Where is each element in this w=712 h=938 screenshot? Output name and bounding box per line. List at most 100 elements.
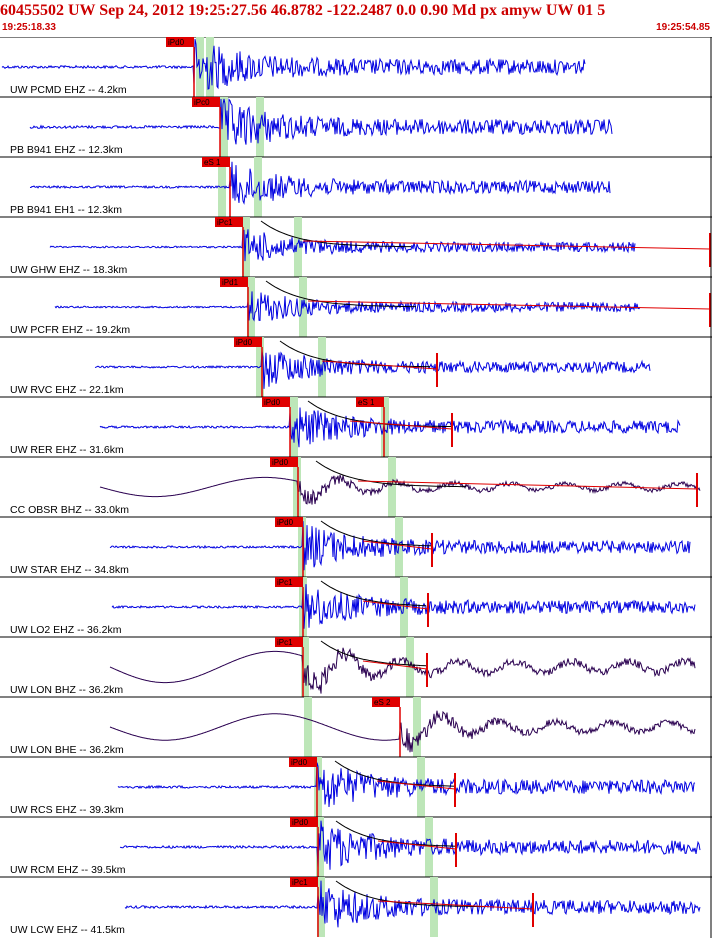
pick-flag[interactable] <box>290 817 318 827</box>
pick-label: iPd0 <box>236 338 253 347</box>
coda-curve <box>315 460 466 488</box>
trace-row[interactable]: iPc1 UW GHW EHZ -- 18.3km <box>0 216 712 277</box>
pick-flag[interactable] <box>289 757 317 767</box>
waveform <box>119 820 701 870</box>
pick-flag[interactable] <box>275 637 303 647</box>
pick-flag[interactable] <box>220 277 248 287</box>
pick-label: iPc1 <box>277 638 293 647</box>
trace-row[interactable]: iPd0 UW RCS EHZ -- 39.3km <box>0 756 712 817</box>
trace-row[interactable]: iPd0 CC OBSR BHZ -- 33.0km <box>0 456 712 517</box>
pick-window <box>317 877 325 937</box>
pick-label: iPc0 <box>194 98 210 107</box>
pick-window <box>301 637 309 697</box>
station-label: UW RVC EHZ -- 22.1km <box>10 384 124 396</box>
coda-line <box>362 600 429 610</box>
waveform <box>124 880 701 928</box>
station-label: CC OBSR BHZ -- 33.0km <box>10 504 129 516</box>
coda-line <box>362 660 428 670</box>
trace-row[interactable]: iPd0 UW STAR EHZ -- 34.8km <box>0 516 712 577</box>
waveform <box>94 350 651 389</box>
pick-flag[interactable] <box>275 577 303 587</box>
pick-flag[interactable] <box>234 337 262 347</box>
pick-window <box>254 157 262 217</box>
coda-line <box>362 540 433 550</box>
coda-curve <box>335 880 486 908</box>
pick-label: iPc1 <box>292 878 308 887</box>
coda-line <box>321 360 438 370</box>
trace-row[interactable]: eS 1 PB B941 EH1 -- 12.3km <box>0 156 712 217</box>
pick-window <box>220 97 228 157</box>
station-label: UW LO2 EHZ -- 36.2km <box>10 624 122 636</box>
pick-flag[interactable] <box>290 877 318 887</box>
station-label: UW LON BHZ -- 36.2km <box>10 684 123 696</box>
station-label: UW PCFR EHZ -- 19.2km <box>10 324 130 336</box>
waveform <box>109 647 696 694</box>
trace-row[interactable]: iPc1 UW LCW EHZ -- 41.5km <box>0 876 712 937</box>
trace-row[interactable]: eS 2 UW LON BHE -- 36.2km <box>0 696 712 757</box>
pick-label: iPc1 <box>277 578 293 587</box>
waveform <box>109 521 691 571</box>
pick-window <box>430 877 438 937</box>
pick-label: iPd1 <box>222 278 239 287</box>
trace-row[interactable]: iPd1 UW PCFR EHZ -- 19.2km <box>0 276 712 337</box>
pick-flag[interactable] <box>270 457 298 467</box>
station-label: UW LCW EHZ -- 41.5km <box>10 924 125 936</box>
pick-label: iPd0 <box>272 458 289 467</box>
seismogram-svg[interactable]: iPd0 UW PCMD EHZ -- 4.2km iPc0 PB B941 EHZ … <box>0 37 712 938</box>
coda-line <box>377 840 457 850</box>
coda-curve <box>320 640 427 667</box>
trace-row[interactable]: iPd0 UW RVC EHZ -- 22.1km <box>0 336 712 397</box>
event-title: 60455502 UW Sep 24, 2012 19:25:27.56 46.… <box>0 2 606 19</box>
waveform <box>99 474 701 505</box>
trace-row[interactable]: iPd0 eS 1 UW RER EHZ -- 31.6km <box>0 396 712 457</box>
pick-label: iPd0 <box>168 38 185 47</box>
coda-line <box>349 420 453 430</box>
pick-flag[interactable] <box>275 517 303 527</box>
pick-flag[interactable] <box>215 217 243 227</box>
station-label: UW RCS EHZ -- 39.3km <box>10 804 124 816</box>
pick-window <box>304 697 312 757</box>
pick-window <box>196 37 204 97</box>
waveform <box>49 229 636 262</box>
trace-row[interactable]: iPd0 UW RCM EHZ -- 39.5km <box>0 816 712 877</box>
pick-flag[interactable] <box>372 697 400 707</box>
pick-window <box>294 217 302 277</box>
pick-label: iPd0 <box>291 758 308 767</box>
trace-row[interactable]: iPc0 PB B941 EHZ -- 12.3km <box>0 96 712 157</box>
start-time: 19:25:18.33 <box>2 22 56 33</box>
trace-row[interactable]: iPd0 UW PCMD EHZ -- 4.2km <box>0 37 712 97</box>
trace-row[interactable]: iPc1 UW LO2 EHZ -- 36.2km <box>0 576 712 637</box>
pick-window <box>318 337 326 397</box>
waveform <box>1 38 586 90</box>
waveform <box>111 584 696 629</box>
seismogram-panel[interactable]: iPd0 UW PCMD EHZ -- 4.2km iPc0 PB B941 EHZ … <box>0 37 712 938</box>
coda-line <box>357 480 698 490</box>
waveform <box>29 98 613 145</box>
pick-flag[interactable] <box>262 397 290 407</box>
station-label: UW RER EHZ -- 31.6km <box>10 444 124 456</box>
pick-window <box>388 457 396 517</box>
waveform <box>99 407 681 448</box>
coda-curve <box>260 220 411 248</box>
station-label: UW LON BHE -- 36.2km <box>10 744 124 756</box>
pick-flag[interactable] <box>202 157 230 167</box>
header: 60455502 UW Sep 24, 2012 19:25:27.56 46.… <box>0 0 712 37</box>
pick-label: iPd0 <box>277 518 294 527</box>
pick-label: eS 1 <box>204 158 221 167</box>
pick-flag[interactable] <box>166 37 194 47</box>
pick-window <box>417 757 425 817</box>
pick2-flag[interactable] <box>356 397 384 407</box>
coda-curve <box>320 520 433 547</box>
coda-curve <box>320 580 427 607</box>
pick-flag[interactable] <box>192 97 220 107</box>
pick-window <box>425 817 433 877</box>
waveform <box>117 762 696 808</box>
coda-line <box>307 300 711 310</box>
trace-row[interactable]: iPc1 UW LON BHZ -- 36.2km <box>0 636 712 697</box>
coda-line <box>377 900 534 910</box>
pick-window <box>314 757 322 817</box>
pick-window <box>298 517 306 577</box>
pick-window <box>413 697 421 757</box>
end-time: 19:25:54.85 <box>656 22 710 33</box>
pick-window <box>381 397 389 457</box>
